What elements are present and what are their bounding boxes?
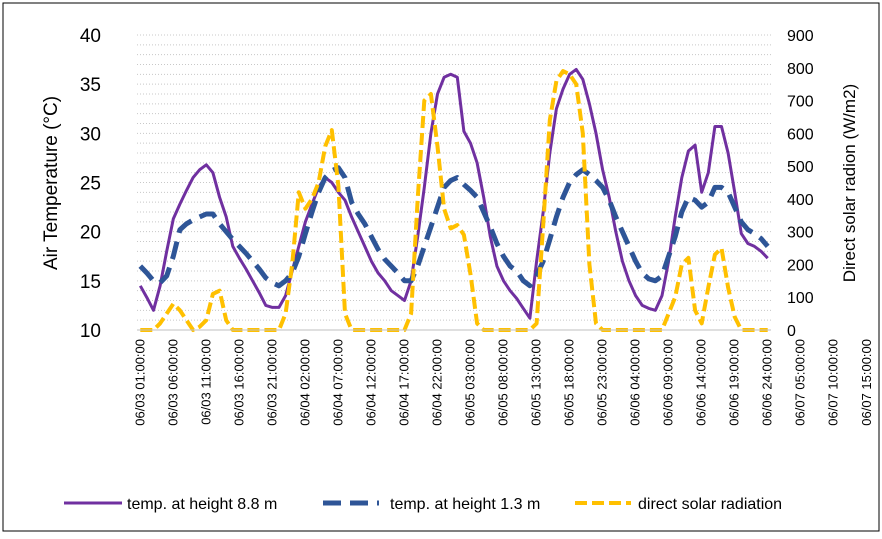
y2-tick-label: 800 [787,61,814,78]
series-lines [138,67,770,332]
x-tick-label: 06/03 21:00:00 [264,339,279,426]
y-tick-label: 30 [80,124,101,145]
x-tick-label: 06/03 01:00:00 [132,339,147,426]
y2-tick-label: 0 [787,323,796,340]
series-line-temp-at-height-8-8-m [138,67,769,320]
y2-tick-label: 900 [787,28,814,45]
y2-tick-label: 300 [787,225,814,242]
x-tick-label: 06/03 16:00:00 [231,339,246,426]
y2-tick-label: 100 [787,290,814,307]
x-tick-label: 06/05 18:00:00 [562,339,577,426]
y2-tick-label: 500 [787,159,814,176]
x-tick-label: 06/07 15:00:00 [859,339,874,426]
x-tick-label: 06/04 22:00:00 [429,339,444,426]
y-tick-label: 40 [80,26,101,47]
axes: 1015202530354001002003004005006007008009… [80,26,874,426]
x-tick-label: 06/06 24:00:00 [760,339,775,426]
x-tick-label: 06/07 05:00:00 [793,339,808,426]
x-tick-label: 06/04 02:00:00 [297,339,312,426]
y-tick-label: 35 [80,75,101,96]
x-tick-label: 06/06 04:00:00 [628,339,643,426]
series-line-direct-solar-radiation [140,69,768,332]
y-axis-label: Air Temperature (°C) [41,96,62,270]
x-tick-label: 06/05 13:00:00 [529,339,544,426]
y-tick-label: 20 [80,223,101,244]
y2-tick-label: 200 [787,257,814,274]
x-tick-label: 06/05 08:00:00 [496,339,511,426]
y2-tick-label: 400 [787,192,814,209]
legend-label: direct solar radiation [638,496,782,513]
x-tick-label: 06/04 17:00:00 [396,339,411,426]
gridlines [137,34,771,321]
series-line-temp-at-height-1-3-m [138,165,770,289]
x-tick-label: 06/05 23:00:00 [595,339,610,426]
y2-tick-label: 600 [787,126,814,143]
chart-border [2,2,880,532]
x-tick-label: 06/04 12:00:00 [363,339,378,426]
legend-label: temp. at height 1.3 m [390,496,540,513]
y2-tick-label: 700 [787,94,814,111]
legend: temp. at height 8.8 m temp. at height 1.3… [64,496,782,513]
x-tick-label: 06/07 10:00:00 [826,339,841,426]
x-tick-label: 06/06 19:00:00 [727,339,742,426]
x-tick-label: 06/06 14:00:00 [694,339,709,426]
x-tick-label: 06/05 03:00:00 [463,339,478,426]
x-tick-label: 06/03 11:00:00 [198,339,213,425]
y-tick-label: 10 [80,321,101,342]
x-tick-label: 06/06 09:00:00 [661,339,676,426]
y2-axis-label: Direct solar radion (W/m2) [840,84,859,282]
x-tick-label: 06/04 07:00:00 [330,339,345,426]
x-tick-label: 06/03 06:00:00 [165,339,180,426]
y-tick-label: 15 [80,272,101,293]
y-tick-label: 25 [80,174,101,195]
legend-label: temp. at height 8.8 m [127,496,277,513]
